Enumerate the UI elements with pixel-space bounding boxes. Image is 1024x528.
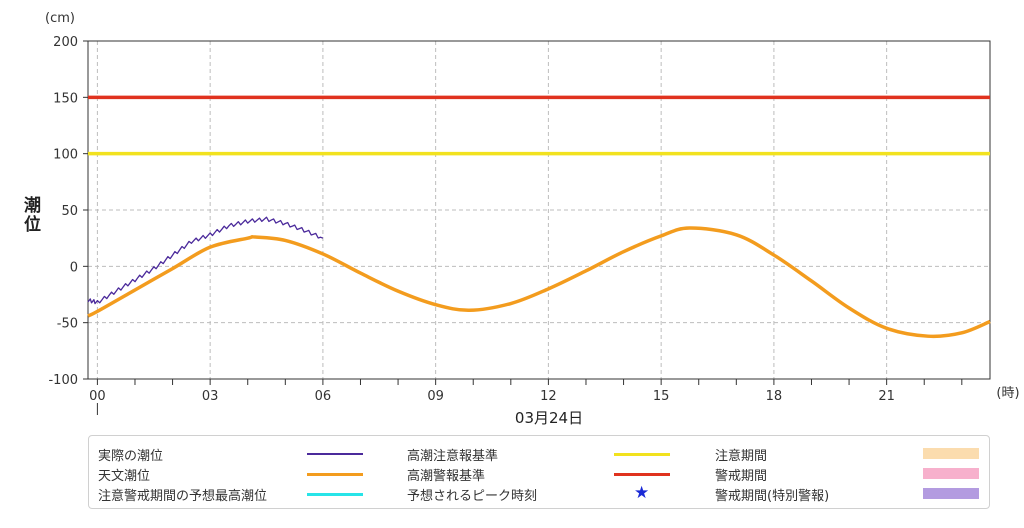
legend: 実際の潮位天文潮位注意警戒期間の予想最高潮位 高潮注意報基準 高潮警報基準予想される… [88,435,990,509]
y-tick-label: 200 [53,35,78,50]
legend-label: 注意期間 [715,449,768,464]
x-tick-label: 03 [202,389,219,404]
legend-label: 天文潮位 [98,469,151,484]
legend-label: 警戒期間(特別警報) [715,489,830,504]
legend-line-swatch [614,473,670,476]
y-tick-label: -50 [57,317,78,332]
star-icon: ★ [634,483,650,503]
legend-label: 高潮注意報基準 [407,449,499,464]
x-tick-label: 12 [540,389,557,404]
legend-swatch [923,448,979,459]
legend-label: 注意警戒期間の予想最高潮位 [98,489,268,504]
series-line [87,216,324,305]
x-tick-label: 06 [315,389,332,404]
y-axis-title: 潮位 [20,195,41,234]
y-tick-label: 100 [53,148,78,163]
legend-line-swatch [307,453,363,455]
legend-swatch [923,468,979,479]
series-line [87,226,991,339]
x-tick-label: 09 [427,389,444,404]
y-tick-label: -100 [48,373,78,388]
y-tick-label: 0 [70,260,78,275]
x-tick-label: 15 [653,389,670,404]
legend-swatch [923,488,979,499]
legend-line-swatch [307,473,363,476]
legend-label: 実際の潮位 [98,449,164,464]
tide-chart: (cm) 潮位 (時) 03月24日 200 150 100 50 0 -50 -100 00… [20,11,1020,427]
date-label: 03月24日 [515,409,583,427]
x-tick-label: 21 [878,389,895,404]
legend-label: 警戒期間 [715,469,768,484]
x-tick-label: 18 [766,389,783,404]
x-tick-label: 00 [89,389,106,404]
y-tick-label: 150 [53,91,78,106]
y-unit-label: (cm) [45,11,75,26]
legend-line-swatch [614,453,670,456]
y-tick-label: 50 [61,204,78,219]
legend-line-swatch [307,493,363,496]
legend-label: 予想されるピーク時刻 [407,489,538,504]
x-unit-label: (時) [996,386,1019,401]
legend-label: 高潮警報基準 [407,469,486,484]
